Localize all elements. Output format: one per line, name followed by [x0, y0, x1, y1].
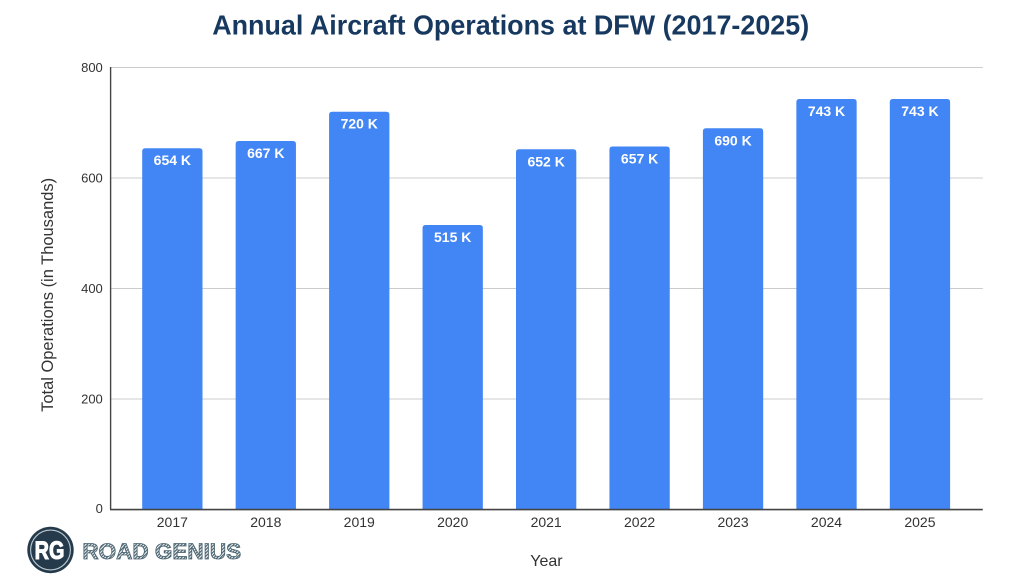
svg-text:2024: 2024 — [811, 514, 842, 530]
svg-text:200: 200 — [81, 392, 103, 407]
svg-text:657 K: 657 K — [621, 151, 658, 167]
svg-text:2025: 2025 — [904, 514, 935, 530]
svg-text:720 K: 720 K — [341, 116, 378, 132]
svg-text:515 K: 515 K — [434, 229, 471, 245]
svg-text:ROAD GENIUS: ROAD GENIUS — [82, 539, 241, 564]
svg-text:Year: Year — [530, 553, 563, 570]
svg-text:2017: 2017 — [157, 514, 188, 530]
svg-text:654 K: 654 K — [154, 152, 191, 168]
svg-text:667 K: 667 K — [247, 145, 284, 161]
svg-text:743 K: 743 K — [901, 103, 938, 119]
svg-text:2021: 2021 — [531, 514, 562, 530]
svg-text:2019: 2019 — [344, 514, 375, 530]
svg-text:743 K: 743 K — [808, 103, 845, 119]
svg-text:2018: 2018 — [250, 514, 281, 530]
svg-text:400: 400 — [81, 281, 103, 296]
svg-text:Total Operations (in Thousands: Total Operations (in Thousands) — [38, 178, 57, 412]
svg-text:2022: 2022 — [624, 514, 655, 530]
svg-text:800: 800 — [81, 60, 103, 75]
svg-text:RG: RG — [35, 535, 65, 564]
svg-text:Annual Aircraft Operations at: Annual Aircraft Operations at DFW (2017-… — [212, 10, 809, 41]
svg-text:690 K: 690 K — [714, 132, 751, 148]
svg-text:2020: 2020 — [437, 514, 468, 530]
svg-text:600: 600 — [81, 171, 103, 186]
svg-text:2023: 2023 — [717, 514, 748, 530]
svg-text:0: 0 — [96, 501, 103, 516]
svg-text:652 K: 652 K — [527, 153, 564, 169]
